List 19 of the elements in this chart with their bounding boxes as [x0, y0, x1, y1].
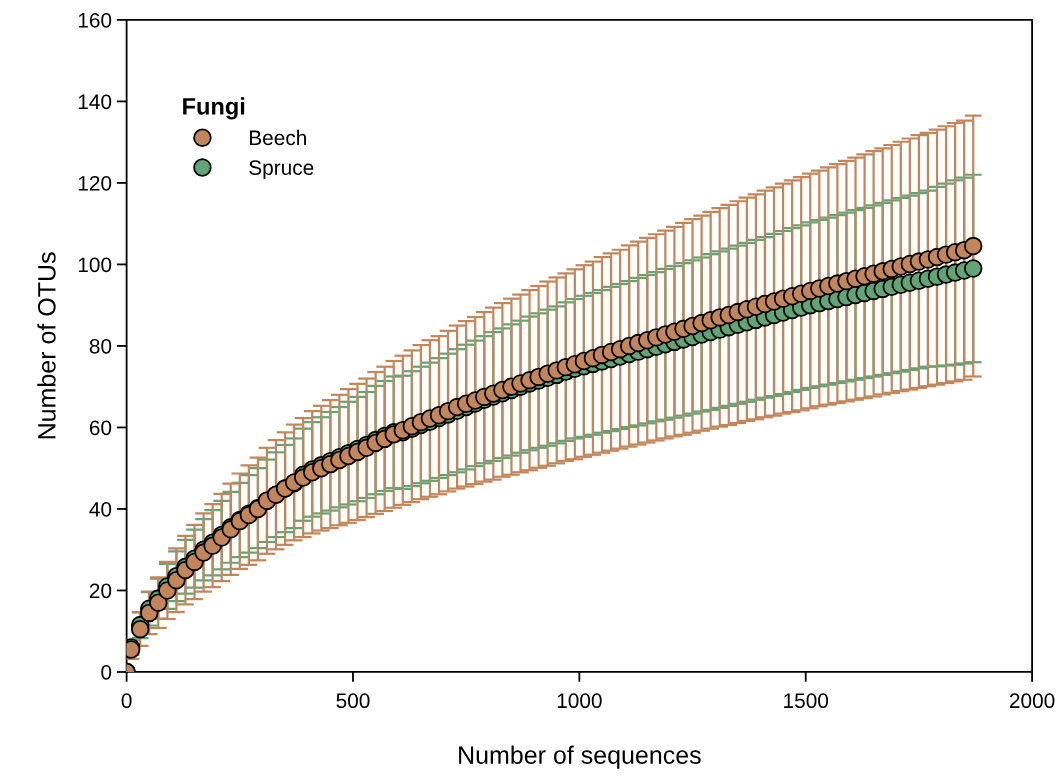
y-axis-title: Number of OTUs — [37, 252, 56, 439]
y-tick-label: 20 — [89, 583, 112, 599]
y-tick-label: 120 — [78, 175, 112, 191]
x-tick-label: 500 — [336, 693, 370, 709]
legend-title: Fungi — [183, 97, 245, 120]
y-tick-label: 80 — [89, 338, 112, 354]
x-tick-label: 1000 — [557, 693, 602, 709]
legend-label: Beech — [249, 129, 306, 146]
y-tick-label: 40 — [89, 501, 112, 517]
legend-label: Spruce — [249, 160, 314, 180]
y-tick-label: 60 — [89, 420, 112, 436]
x-tick-label: 1500 — [784, 693, 829, 709]
y-tick-label: 140 — [78, 94, 112, 110]
y-tick-label: 0 — [101, 664, 112, 680]
y-tick-label: 160 — [78, 12, 112, 28]
x-tick-label: 0 — [121, 693, 132, 709]
y-tick-label: 100 — [78, 257, 112, 273]
x-axis-title: Number of sequences — [459, 745, 701, 769]
x-tick-label: 2000 — [1009, 693, 1055, 709]
